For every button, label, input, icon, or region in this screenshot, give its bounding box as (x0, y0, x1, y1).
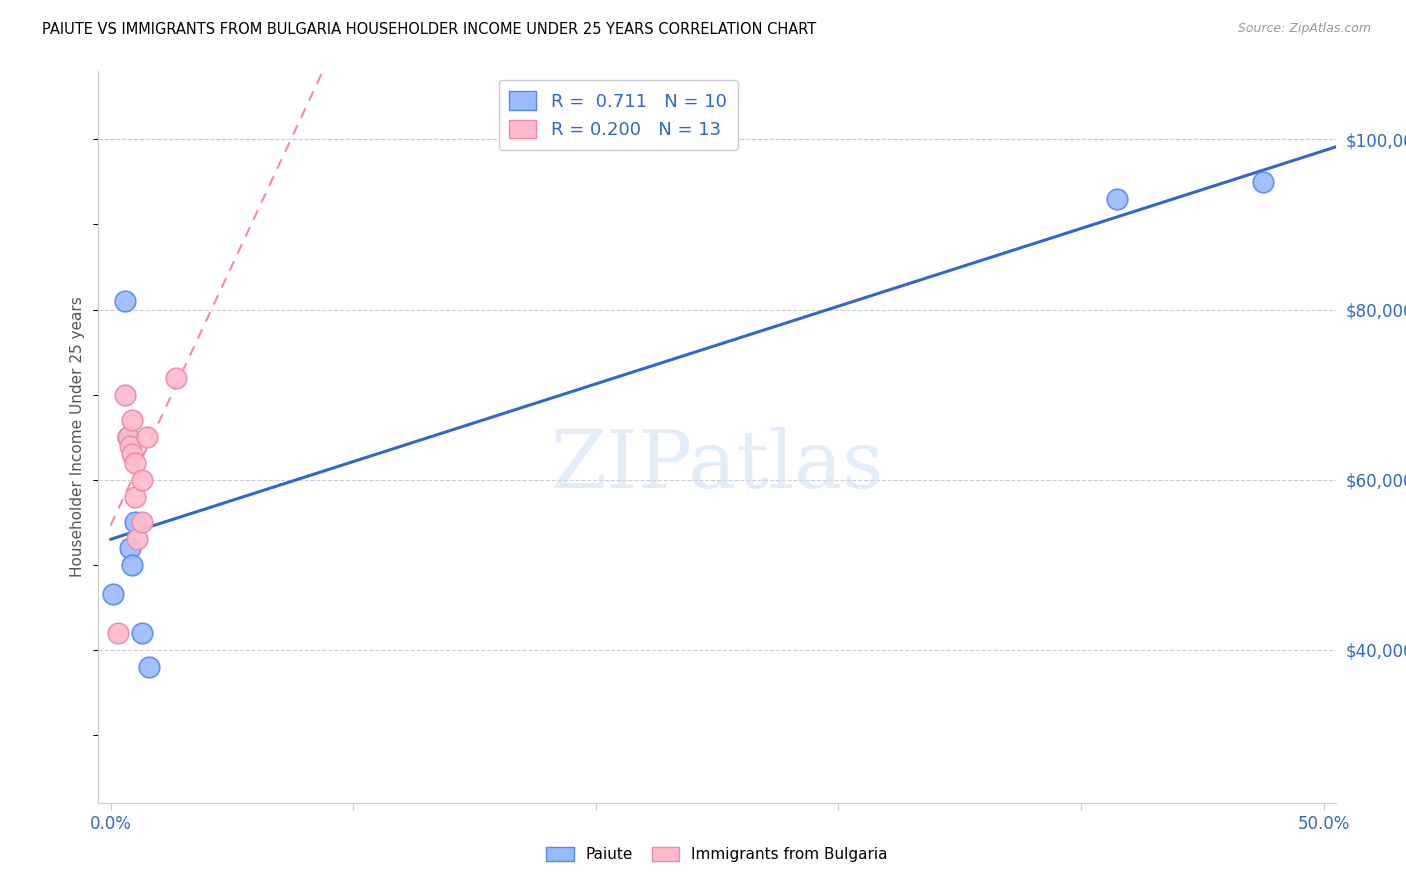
Point (117, 430, 139, 444)
Point (121, 558, 143, 572)
Point (136, 430, 159, 444)
Point (1251, 175, 1274, 189)
Legend: Paiute, Immigrants from Bulgaria: Paiute, Immigrants from Bulgaria (540, 841, 894, 868)
Point (114, 293, 136, 308)
Point (124, 490, 146, 504)
Text: PAIUTE VS IMMIGRANTS FROM BULGARIA HOUSEHOLDER INCOME UNDER 25 YEARS CORRELATION: PAIUTE VS IMMIGRANTS FROM BULGARIA HOUSE… (42, 22, 817, 37)
Point (114, 387, 136, 401)
Point (138, 659, 160, 673)
Point (127, 532, 149, 546)
Point (101, 587, 124, 601)
Text: ZIPatlas: ZIPatlas (550, 427, 884, 506)
Point (124, 515, 146, 529)
Point (117, 430, 139, 444)
Point (107, 625, 129, 640)
Point (121, 413, 143, 427)
Y-axis label: Householder Income Under 25 years: Householder Income Under 25 years (70, 297, 86, 577)
Text: Source: ZipAtlas.com: Source: ZipAtlas.com (1237, 22, 1371, 36)
Point (131, 473, 153, 487)
Point (131, 515, 153, 529)
Point (118, 541, 141, 555)
Point (1107, 192, 1129, 206)
Point (165, 370, 187, 384)
Point (131, 625, 153, 640)
Point (118, 439, 141, 453)
Point (121, 447, 143, 461)
Point (124, 456, 146, 470)
